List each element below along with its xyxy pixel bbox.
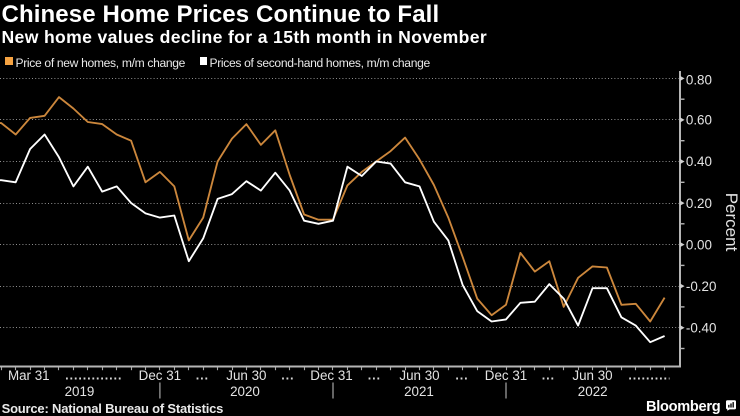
svg-text:2022: 2022 <box>578 384 608 399</box>
svg-text:Mar 31: Mar 31 <box>8 368 50 383</box>
svg-text:2020: 2020 <box>230 384 260 399</box>
svg-text:Dec 31: Dec 31 <box>139 368 181 383</box>
svg-text:Percent: Percent <box>722 193 740 252</box>
svg-text:0.40: 0.40 <box>686 154 712 169</box>
svg-text:0.80: 0.80 <box>686 73 712 88</box>
svg-text:Dec 31: Dec 31 <box>485 368 527 383</box>
svg-text:Jun 30: Jun 30 <box>572 368 612 383</box>
svg-text:-0.20: -0.20 <box>686 279 717 294</box>
svg-text:0.60: 0.60 <box>686 113 712 128</box>
svg-text:-0.40: -0.40 <box>686 320 717 335</box>
svg-text:2021: 2021 <box>404 384 434 399</box>
svg-text:0.00: 0.00 <box>686 237 712 252</box>
svg-text:0.20: 0.20 <box>686 196 712 211</box>
svg-text:Jun 30: Jun 30 <box>226 368 266 383</box>
svg-text:Dec 31: Dec 31 <box>310 368 352 383</box>
svg-text:2019: 2019 <box>65 384 95 399</box>
svg-text:Jun 30: Jun 30 <box>399 368 439 383</box>
